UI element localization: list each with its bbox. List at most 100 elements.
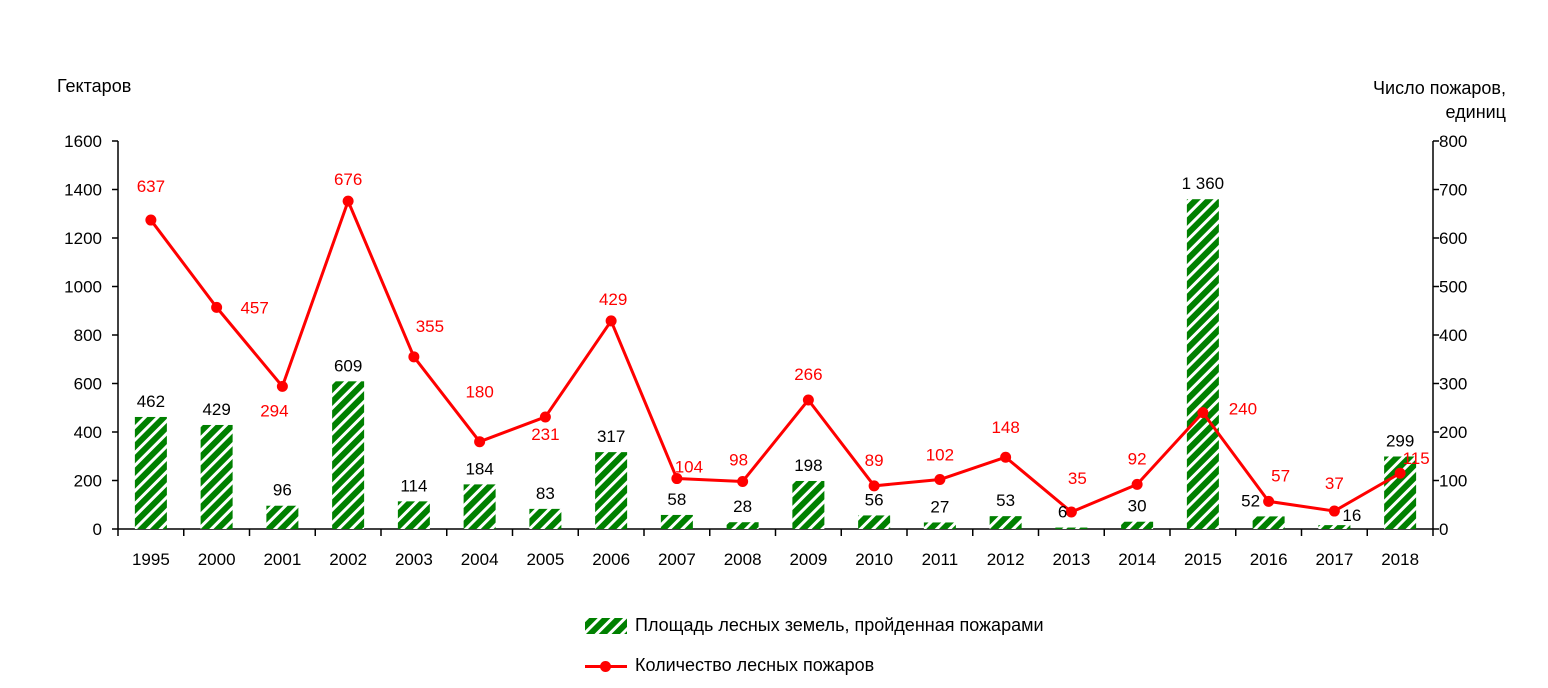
line-point <box>145 214 157 226</box>
legend-line-swatch <box>585 658 627 674</box>
line-data-label: 676 <box>334 170 362 189</box>
bar <box>1186 199 1219 529</box>
line-point <box>671 473 683 485</box>
line-data-label: 98 <box>729 450 748 469</box>
legend-item-bars: Площадь лесных земель, пройденная пожара… <box>585 615 1044 636</box>
x-tick-label: 2012 <box>987 550 1025 569</box>
y-right-tick-label: 800 <box>1439 132 1467 151</box>
bar-data-label: 96 <box>273 481 292 500</box>
line-data-label: 35 <box>1068 469 1087 488</box>
y-left-tick-label: 800 <box>74 326 102 345</box>
y-right-tick-label: 600 <box>1439 229 1467 248</box>
bar <box>1252 516 1285 529</box>
line-data-label: 89 <box>865 451 884 470</box>
bar-data-label: 83 <box>536 484 555 503</box>
line-point <box>934 474 946 486</box>
y-right-tick-label: 400 <box>1439 326 1467 345</box>
line-point <box>802 394 814 406</box>
bar <box>792 480 825 529</box>
bar <box>595 452 628 529</box>
x-tick-label: 2014 <box>1118 550 1156 569</box>
y-left-tick-label: 1000 <box>64 278 102 297</box>
bar <box>660 514 693 529</box>
bar-data-label: 6 <box>1058 503 1067 522</box>
y-left-tick-label: 1200 <box>64 229 102 248</box>
bar <box>529 508 562 529</box>
line-data-label: 637 <box>137 177 165 196</box>
bar-data-label: 27 <box>930 497 949 516</box>
line-point <box>276 380 288 392</box>
y-left-tick-label: 400 <box>74 423 102 442</box>
line-data-label: 104 <box>675 458 703 477</box>
line-point <box>474 436 486 448</box>
bar <box>989 516 1022 529</box>
bar-data-label: 317 <box>597 427 625 446</box>
bar-data-label: 58 <box>667 490 686 509</box>
line-point <box>737 475 749 487</box>
bar-data-label: 1 360 <box>1182 174 1225 193</box>
y-right-axis-title: Число пожаров, единиц <box>1373 78 1506 122</box>
y-right-tick-label: 100 <box>1439 472 1467 491</box>
line-point <box>605 315 617 327</box>
bar-data-label: 16 <box>1342 506 1361 525</box>
x-tick-label: 2006 <box>592 550 630 569</box>
series-line <box>149 199 1401 514</box>
line-point <box>539 411 551 423</box>
x-tick-label: 2000 <box>198 550 236 569</box>
line-data-label: 429 <box>599 290 627 309</box>
x-tick-label: 2018 <box>1381 550 1419 569</box>
bar <box>266 505 299 529</box>
line-data-label: 115 <box>1403 449 1430 468</box>
line-data-label: 102 <box>926 446 954 465</box>
line-point <box>1394 467 1406 479</box>
bar <box>200 424 233 529</box>
x-tick-label: 2010 <box>855 550 893 569</box>
bar-data-label: 184 <box>465 459 493 478</box>
y-right-tick-label: 500 <box>1439 278 1467 297</box>
x-tick-label: 2003 <box>395 550 433 569</box>
line-data-label: 57 <box>1271 466 1290 485</box>
bar <box>923 522 956 529</box>
legend-bar-swatch <box>585 617 627 634</box>
x-tick-label: 2004 <box>461 550 499 569</box>
x-tick-label: 2007 <box>658 550 696 569</box>
bar-data-label: 53 <box>996 491 1015 510</box>
x-tick-label: 2001 <box>263 550 301 569</box>
line-data-label: 294 <box>260 401 288 420</box>
bar-data-label: 609 <box>334 356 362 375</box>
line-data-label: 457 <box>240 298 268 317</box>
line-point <box>1065 506 1077 518</box>
bar <box>332 381 365 529</box>
bar <box>1121 521 1154 529</box>
y-left-tick-label: 600 <box>74 375 102 394</box>
bar <box>134 416 167 529</box>
x-tick-label: 1995 <box>132 550 170 569</box>
y-left-axis-title: Гектаров <box>57 76 132 96</box>
bar <box>463 484 496 529</box>
x-tick-label: 2017 <box>1315 550 1353 569</box>
bar <box>1318 525 1351 529</box>
x-tick-label: 2011 <box>922 550 959 569</box>
x-tick-label: 2009 <box>789 550 827 569</box>
line-point <box>1263 495 1275 507</box>
x-tick-label: 2016 <box>1250 550 1288 569</box>
legend-bar-label: Площадь лесных земель, пройденная пожара… <box>635 615 1044 635</box>
x-tick-label: 2015 <box>1184 550 1222 569</box>
line-point <box>211 301 223 313</box>
line-data-label: 148 <box>991 418 1019 437</box>
bar <box>1055 527 1088 529</box>
bar <box>858 515 891 529</box>
y-right-tick-label: 200 <box>1439 423 1467 442</box>
line-data-label: 266 <box>794 365 822 384</box>
line-data-label: 231 <box>531 425 559 444</box>
legend-item-line: Количество лесных пожаров <box>585 655 874 676</box>
line-point <box>1000 451 1012 463</box>
y-left-tick-label: 200 <box>74 472 102 491</box>
line-point <box>1197 407 1209 419</box>
line-point <box>1131 478 1143 490</box>
line-point <box>868 480 880 492</box>
legend-line-label: Количество лесных пожаров <box>635 655 875 675</box>
y-left-tick-label: 1400 <box>64 181 102 200</box>
line-data-label: 37 <box>1325 474 1344 493</box>
